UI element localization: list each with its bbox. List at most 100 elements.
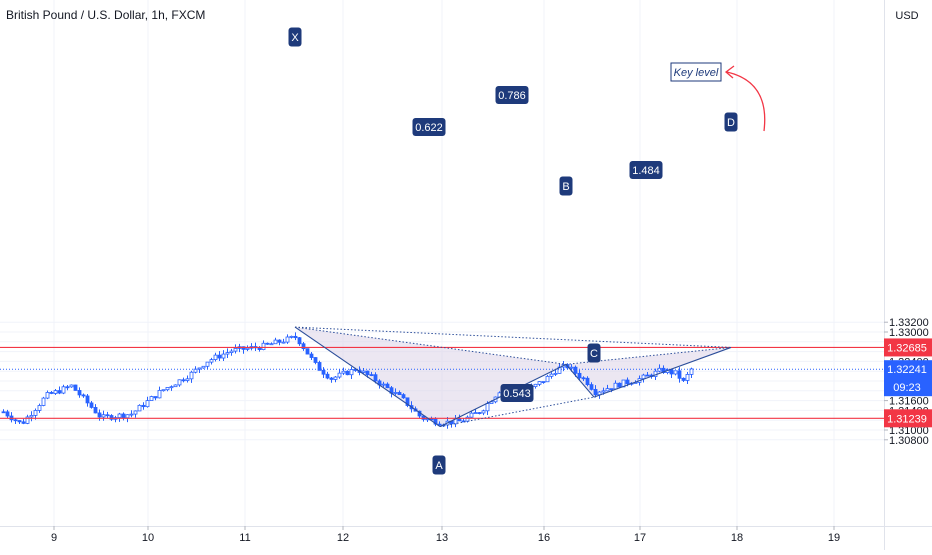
level-price-tag-bg — [884, 409, 932, 428]
ratio-label-bg — [495, 86, 529, 104]
candle-body — [1, 411, 6, 414]
candle-body — [485, 403, 490, 412]
candle-body — [393, 392, 398, 394]
candle-body — [189, 371, 194, 380]
level-price-tag-bg — [884, 338, 932, 357]
pattern-point-label: B — [562, 181, 569, 193]
candle-body — [17, 420, 22, 423]
candle-body — [29, 414, 34, 418]
candle-body — [229, 350, 234, 353]
candle-body — [537, 381, 542, 385]
y-tick-label: 1.31000 — [889, 425, 929, 437]
candle-body — [585, 377, 590, 385]
candle-body — [233, 348, 238, 352]
current-price-tag-bg — [884, 360, 932, 397]
pattern-point-label: A — [435, 460, 443, 472]
pattern-point-label-bg — [559, 176, 573, 196]
candle-body — [281, 341, 286, 344]
chart-title: British Pound / U.S. Dollar, 1h, FXCM — [6, 8, 206, 22]
candle-body — [185, 378, 190, 381]
pattern-fill-xab — [295, 327, 566, 427]
candle-body — [217, 354, 222, 359]
candle-body — [13, 419, 18, 422]
candle-body — [201, 365, 206, 369]
candle-body — [477, 412, 482, 414]
candle-body — [325, 373, 330, 379]
level-price-tag: 1.31239 — [887, 413, 927, 425]
candle-body — [457, 418, 462, 422]
candle-body — [645, 374, 650, 377]
candle-body — [97, 412, 102, 418]
candle-body — [341, 370, 346, 374]
candle-body — [657, 367, 662, 372]
pattern-leg-cd[interactable] — [593, 346, 732, 398]
pattern-point-label: X — [291, 32, 299, 44]
candle-body — [625, 379, 630, 384]
candle-body — [601, 390, 606, 393]
candle-body — [605, 388, 610, 392]
candle-body — [121, 413, 126, 419]
key-level-annotation: Key level — [674, 67, 719, 79]
candle-body — [313, 357, 318, 363]
candle-body — [397, 392, 402, 396]
candle-body — [261, 342, 266, 350]
candle-body — [165, 387, 170, 391]
candle-body — [541, 381, 546, 383]
candle-body — [569, 366, 574, 369]
candle-body — [369, 374, 374, 376]
x-tick-label: 11 — [239, 532, 250, 544]
candle-body — [69, 384, 74, 388]
ratio-label-bg — [412, 118, 446, 136]
ratio-line-xb — [294, 326, 567, 365]
pattern-point-label-bg — [288, 27, 302, 47]
candle-body — [117, 413, 122, 418]
ratio-line-ac — [439, 396, 595, 428]
candle-body — [673, 370, 678, 375]
x-tick-label: 12 — [337, 532, 349, 544]
candle-body — [405, 397, 410, 406]
candle-body — [5, 411, 10, 417]
candle-body — [205, 361, 210, 367]
candle-body — [141, 404, 146, 408]
candle-body — [373, 374, 378, 382]
candle-body — [681, 377, 686, 381]
candle-body — [145, 400, 150, 408]
candle-body — [25, 416, 30, 424]
candle-body — [149, 396, 154, 402]
candle-body — [197, 367, 202, 370]
candle-body — [329, 377, 334, 380]
candle-body — [289, 335, 294, 338]
currency-label: USD — [895, 10, 918, 22]
candle-body — [161, 389, 166, 392]
candle-body — [225, 352, 230, 355]
candle-body — [297, 337, 302, 345]
candle-body — [489, 401, 494, 404]
y-tick-label: 1.31600 — [889, 396, 929, 408]
candle-body — [689, 368, 694, 375]
candle-body — [265, 342, 270, 345]
key-level-annotation-box — [670, 62, 722, 82]
candle-body — [321, 369, 326, 375]
key-level-arrow — [726, 71, 766, 132]
key-level-arrowhead — [724, 65, 735, 79]
x-tick-label: 18 — [731, 532, 743, 544]
pattern-point-label-bg — [724, 112, 738, 132]
candle-body — [533, 383, 538, 388]
pattern-leg-xa[interactable] — [294, 326, 441, 428]
x-tick-label: 9 — [51, 532, 57, 544]
candle-body — [89, 402, 94, 408]
candle-body — [545, 375, 550, 383]
y-tick-label: 1.30800 — [889, 435, 929, 447]
candle-body — [177, 379, 182, 386]
candle-body — [581, 377, 586, 380]
candle-body — [109, 415, 114, 420]
level-price-tag: 1.32685 — [887, 342, 927, 354]
y-tick-label: 1.33200 — [889, 317, 929, 329]
candle-body — [273, 339, 278, 345]
pattern-leg-bc[interactable] — [565, 363, 595, 398]
candle-body — [45, 392, 50, 399]
candle-body — [361, 370, 366, 373]
candle-body — [173, 384, 178, 388]
